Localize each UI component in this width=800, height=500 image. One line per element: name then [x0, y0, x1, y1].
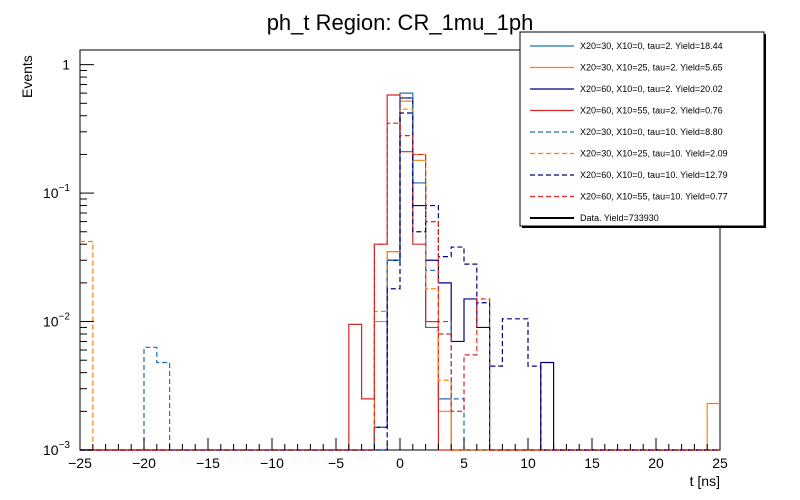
x-axis-label: t [ns] — [690, 473, 720, 489]
x-tick-label: 5 — [460, 455, 468, 471]
x-tick-label: −15 — [196, 455, 220, 471]
x-tick-label: 0 — [396, 455, 404, 471]
x-tick-label: −5 — [328, 455, 344, 471]
x-tick-label: 25 — [712, 455, 728, 471]
x-axis: −25 −20 −15 −10 −5 0 5 10 15 20 25 — [68, 438, 728, 471]
legend-entry-4: X20=60, X10=55, tau=2. Yield=0.76 — [580, 106, 723, 116]
legend: X20=30, X10=0, tau=2. Yield=18.44 X20=30,… — [519, 31, 766, 228]
y-tick-label: 1 — [62, 57, 70, 73]
y-axis-label: Events — [19, 55, 35, 98]
legend-entry-2: X20=30, X10=25, tau=2. Yield=5.65 — [580, 63, 723, 73]
legend-box — [519, 31, 765, 227]
x-tick-label: 15 — [584, 455, 600, 471]
y-tick-label: 10−3 — [43, 440, 70, 458]
chart-title: ph_t Region: CR_1mu_1ph — [267, 10, 534, 35]
legend-entry-7: X20=60, X10=0, tau=10. Yield=12.79 — [580, 170, 728, 180]
legend-entry-1: X20=30, X10=0, tau=2. Yield=18.44 — [580, 41, 723, 51]
legend-entry-3: X20=60, X10=0, tau=2. Yield=20.02 — [580, 84, 723, 94]
y-axis: 10−3 10−2 10−1 1 — [43, 57, 94, 458]
x-tick-label: −10 — [260, 455, 284, 471]
x-tick-label: 10 — [520, 455, 536, 471]
legend-entry-5: X20=30, X10=0, tau=10. Yield=8.80 — [580, 127, 723, 137]
x-tick-label: −25 — [68, 455, 92, 471]
y-tick-label: 10−1 — [43, 183, 70, 201]
legend-entry-8: X20=60, X10=55, tau=10. Yield=0.77 — [580, 192, 728, 202]
x-tick-label: −20 — [132, 455, 156, 471]
x-tick-label: 20 — [648, 455, 664, 471]
y-tick-label: 10−2 — [43, 312, 70, 330]
legend-entry-6: X20=30, X10=25, tau=10. Yield=2.09 — [580, 149, 728, 159]
legend-entry-9: Data. Yield=733930 — [580, 213, 659, 223]
